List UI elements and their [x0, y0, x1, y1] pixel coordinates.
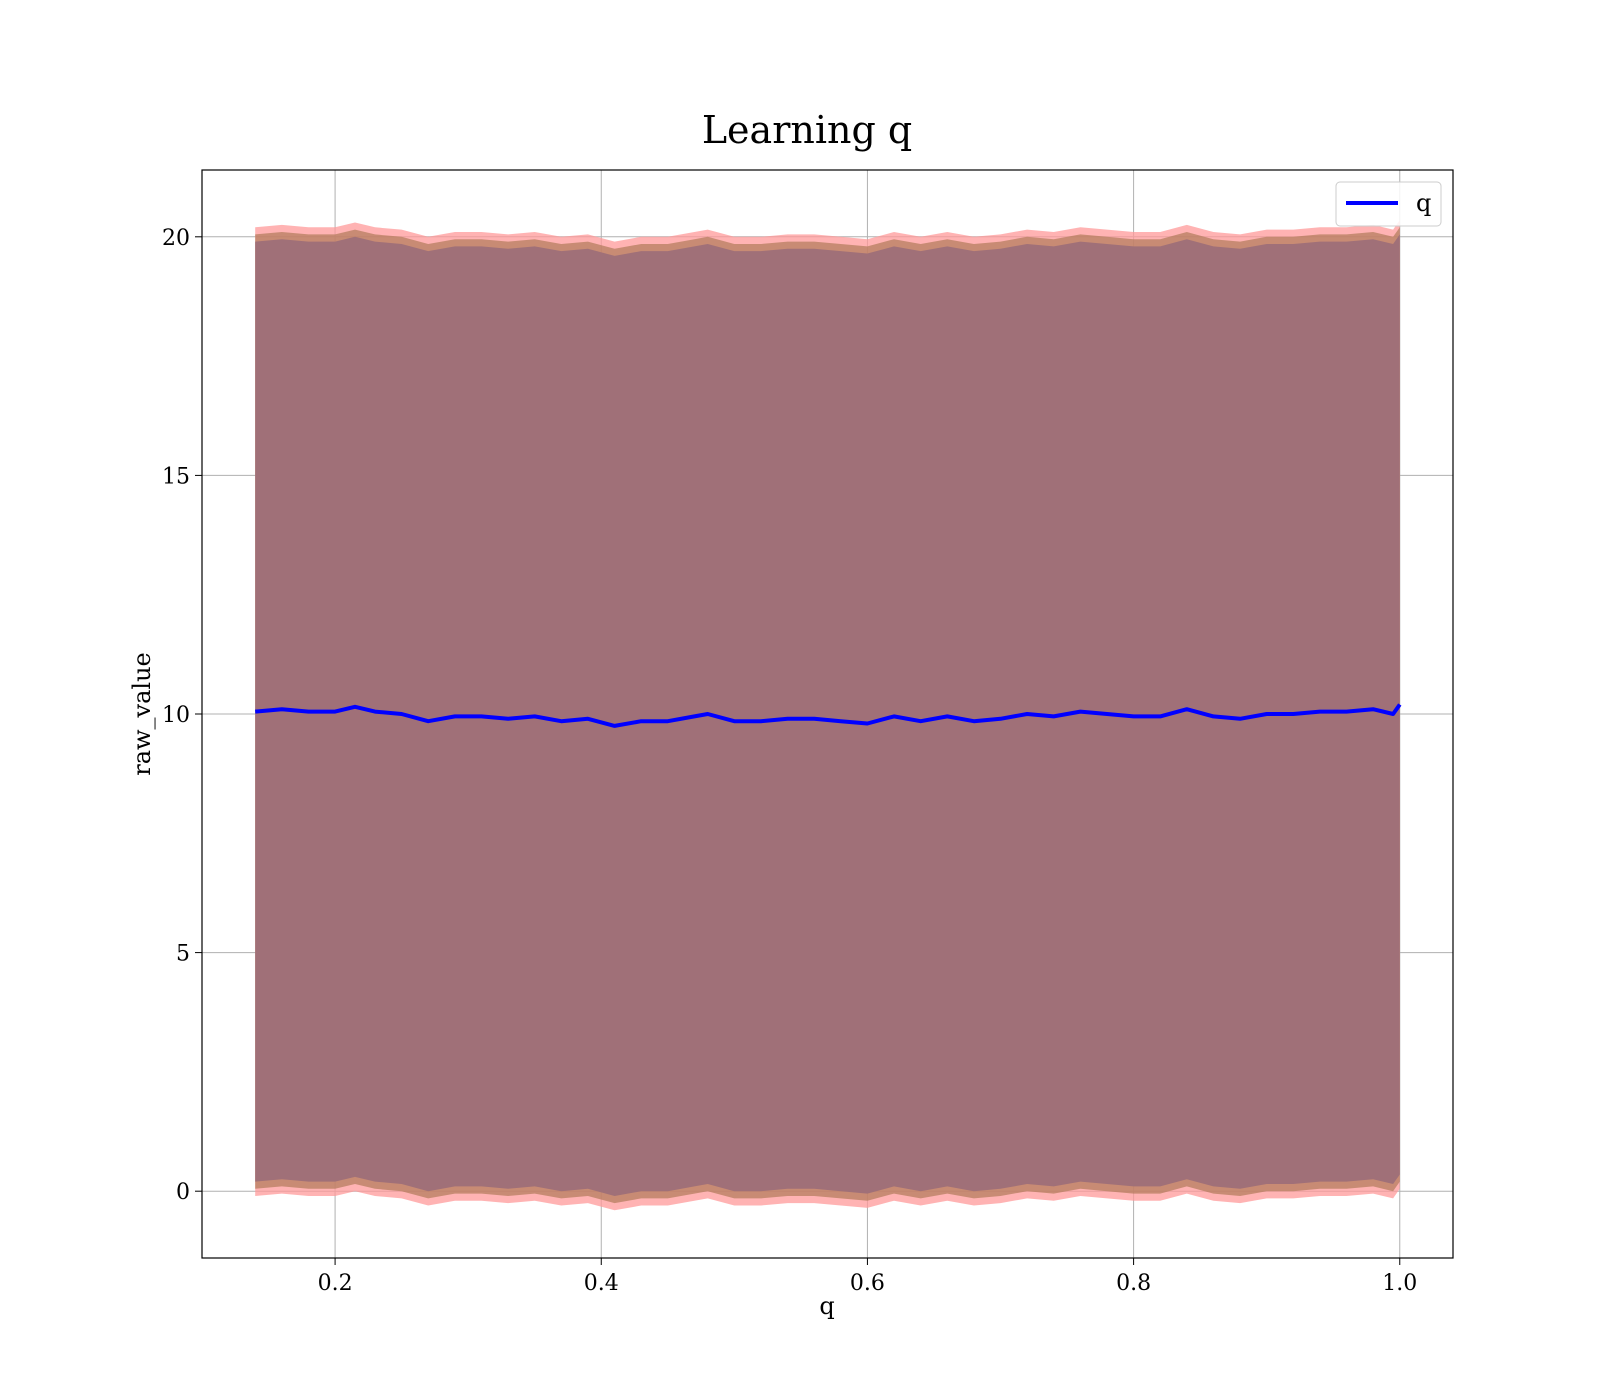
legend: q [1335, 181, 1442, 227]
x-axis-ticks: 0.2 0.4 0.6 0.8 1.0 [318, 1258, 1417, 1296]
y-tick-label: 10 [162, 703, 190, 728]
x-axis-label: q [819, 1292, 834, 1320]
x-tick-label: 0.6 [850, 1271, 885, 1296]
y-tick-label: 0 [176, 1180, 190, 1205]
y-tick-label: 15 [162, 464, 190, 489]
band-2 [255, 234, 1400, 1196]
series-lines [255, 703, 1402, 728]
y-axis-label: raw_value [128, 652, 156, 776]
chart-title: Learning q [702, 108, 912, 152]
confidence-bands [255, 220, 1400, 1211]
x-tick-label: 1.0 [1382, 1271, 1417, 1296]
series-line-q [255, 703, 1402, 728]
legend-label-q: q [1416, 189, 1431, 217]
y-tick-label: 20 [162, 226, 190, 251]
y-axis-ticks: 0 5 10 15 20 [162, 226, 202, 1205]
x-tick-label: 0.8 [1116, 1271, 1151, 1296]
y-tick-label: 5 [176, 942, 190, 967]
x-tick-label: 0.2 [318, 1271, 353, 1296]
x-tick-label: 0.4 [584, 1271, 619, 1296]
